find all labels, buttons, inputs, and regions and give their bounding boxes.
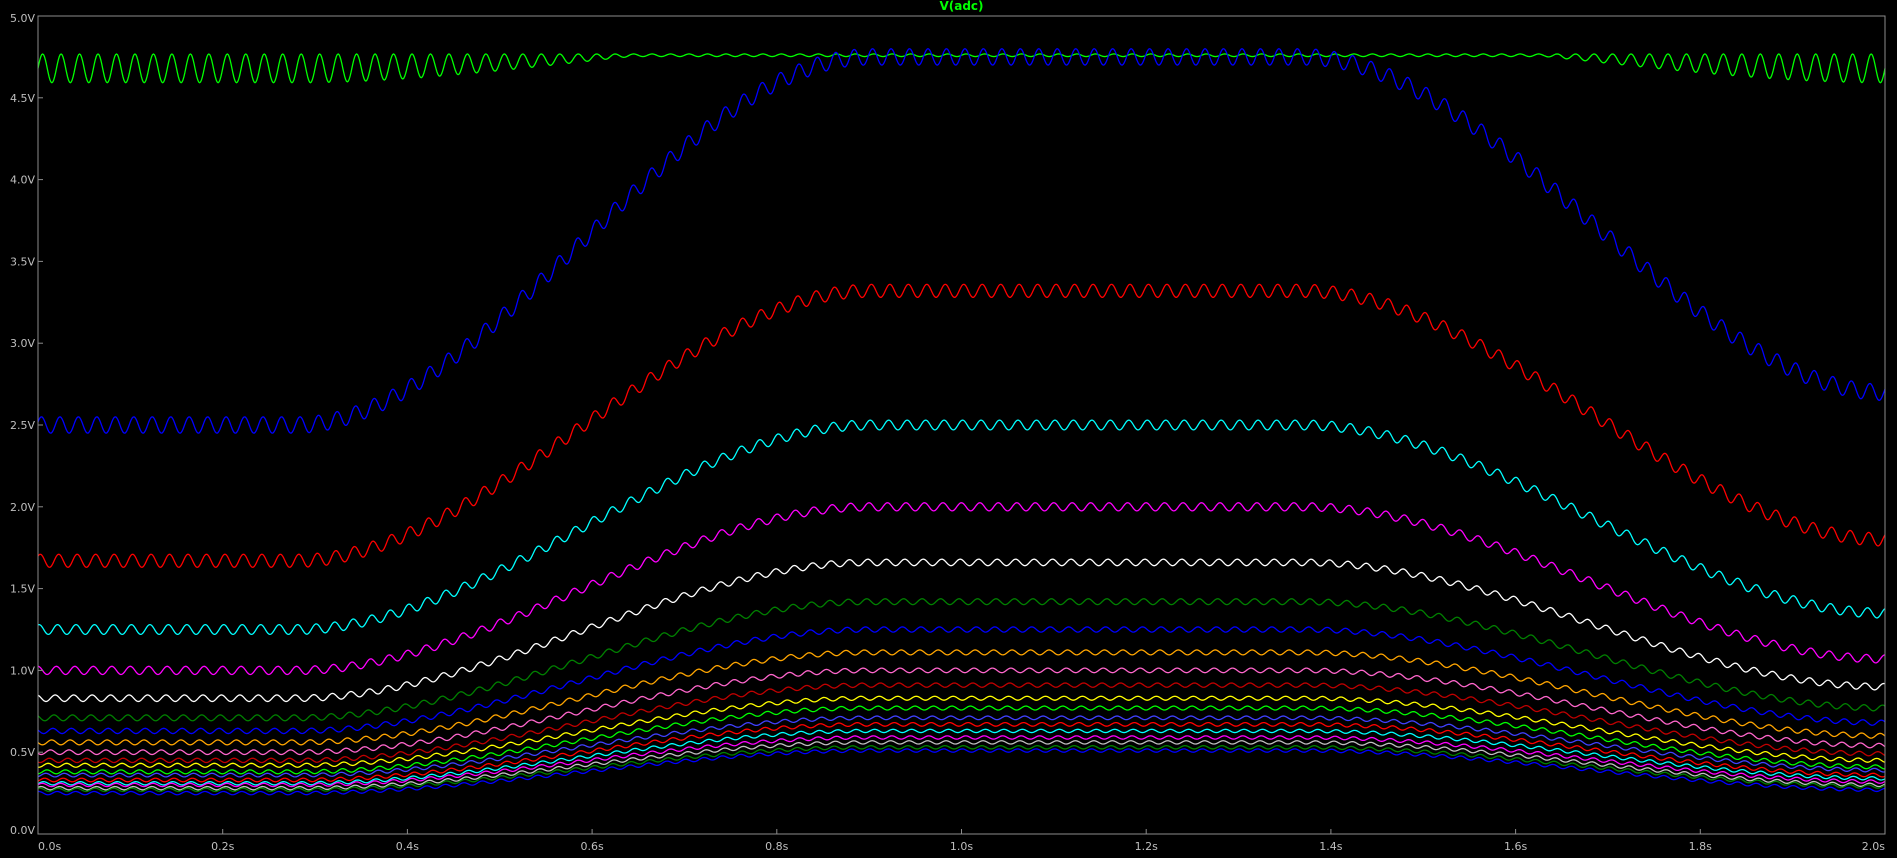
y-tick-label: 1.5V <box>10 583 35 596</box>
trace-11 <box>37 682 1886 764</box>
y-tick-label: 1.0V <box>10 664 35 677</box>
trace-5 <box>37 502 1886 676</box>
traces <box>37 48 1886 796</box>
trace-17 <box>37 735 1886 788</box>
trace-2 <box>37 48 1886 434</box>
y-tick-label: 5.0V <box>10 12 35 25</box>
y-tick-label: 4.0V <box>10 174 35 187</box>
trace-4 <box>37 419 1886 636</box>
x-tick-label: 1.2s <box>1135 840 1158 853</box>
x-tick-label: 1.8s <box>1689 840 1712 853</box>
plot-frame <box>37 15 1886 835</box>
trace-6 <box>37 558 1886 703</box>
x-tick-label: 1.0s <box>950 840 973 853</box>
trace-16 <box>37 728 1886 786</box>
axes: 0.0s 0.2s 0.4s 0.6s 0.8s 1.0s 1.2s 1.4s 1.6s 1.8s… <box>10 12 1886 853</box>
y-tick-label: 3.5V <box>10 255 35 268</box>
y-tick-label: 2.5V <box>10 419 35 432</box>
x-tick-label: 1.4s <box>1319 840 1342 853</box>
x-tick-label: 0.4s <box>396 840 419 853</box>
y-tick-label: 2.0V <box>10 501 35 514</box>
x-tick-label: 0.6s <box>580 840 603 853</box>
y-tick-label: 0.0V <box>10 824 35 837</box>
trace-9 <box>37 649 1886 746</box>
x-tick-label: 0.0s <box>38 840 61 853</box>
trace-15 <box>37 721 1886 783</box>
x-tick-label: 2.0s <box>1862 840 1885 853</box>
trace-20 <box>37 748 1886 796</box>
x-tick-label: 0.2s <box>211 840 234 853</box>
x-tick-label: 1.6s <box>1504 840 1527 853</box>
trace-7 <box>37 598 1886 722</box>
y-tick-label: 3.0V <box>10 337 35 350</box>
trace-13 <box>37 705 1886 775</box>
y-tick-label: 4.5V <box>10 92 35 105</box>
trace-3 <box>37 283 1886 568</box>
x-tick-label: 0.8s <box>765 840 788 853</box>
trace-14 <box>37 715 1886 778</box>
trace-12 <box>37 695 1886 768</box>
trace-18 <box>37 740 1886 791</box>
trace-8 <box>37 626 1886 735</box>
trace-10 <box>37 667 1886 756</box>
trace-title[interactable]: V(adc) <box>939 0 983 13</box>
y-tick-label: 0.5V <box>10 746 35 759</box>
trace-19 <box>37 745 1886 793</box>
